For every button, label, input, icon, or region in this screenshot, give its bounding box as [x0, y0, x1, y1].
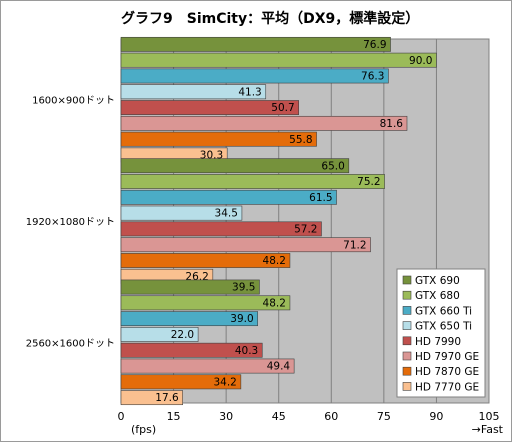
x-tick-label: 60	[324, 410, 338, 423]
bar-value-label: 57.2	[294, 224, 317, 236]
legend-entry: GTX 660 Ti	[415, 305, 472, 317]
x-axis-label: (fps)	[131, 423, 156, 436]
bar	[120, 253, 291, 268]
bar-value-label: 61.5	[309, 192, 332, 204]
legend-swatch	[402, 382, 412, 391]
bar	[120, 311, 258, 327]
x-tick-label: 0	[118, 410, 125, 423]
bar-value-label: 22.0	[171, 329, 194, 341]
bar-value-label: 39.5	[232, 282, 255, 294]
bar-value-label: 50.7	[271, 102, 294, 114]
bar	[120, 84, 267, 100]
bar	[120, 189, 337, 205]
bar	[120, 115, 408, 131]
bar	[120, 374, 242, 390]
bar-value-label: 48.2	[263, 297, 286, 309]
bar-value-label: 76.3	[361, 71, 384, 83]
legend-swatch	[402, 306, 412, 315]
legend-entry: HD 7990	[415, 336, 461, 348]
legend-swatch	[402, 336, 412, 346]
bar	[120, 279, 260, 295]
bar-value-label: 48.2	[263, 255, 286, 267]
legend-entry: HD 7870 GE	[415, 366, 479, 378]
bar	[120, 327, 199, 342]
bar-value-label: 76.9	[363, 39, 386, 51]
x-tick-label: 75	[377, 410, 391, 423]
chart-title: グラフ9 SimCity：平均（DX9，標準設定）	[121, 10, 419, 27]
legend-entry: HD 7970 GE	[415, 351, 479, 363]
bar-value-label: 81.6	[380, 118, 404, 130]
bar-value-label: 34.5	[215, 208, 238, 220]
bar	[120, 221, 322, 237]
bar	[120, 68, 389, 84]
bar-value-label: 40.3	[235, 345, 258, 357]
bar-value-label: 71.2	[343, 239, 366, 251]
bar-value-label: 65.0	[321, 160, 344, 172]
x-tick-label: 45	[272, 410, 286, 423]
bar-value-label: 49.4	[267, 361, 291, 373]
legend-swatch	[402, 275, 412, 285]
x-tick-label: 30	[219, 410, 233, 423]
legend-swatch	[402, 321, 412, 330]
category-label: 2560×1600ドット	[26, 338, 115, 349]
x-tick-label: 15	[167, 410, 181, 423]
bar-value-label: 17.6	[155, 392, 179, 404]
bar	[120, 52, 437, 68]
bar-value-label: 55.8	[289, 134, 312, 146]
bar-value-label: 75.2	[357, 176, 380, 188]
bar-value-label: 90.0	[409, 55, 432, 67]
legend-swatch	[402, 351, 412, 361]
legend-entry: GTX 690	[415, 275, 460, 287]
legend-swatch	[402, 290, 412, 300]
legend-entry: GTX 650 Ti	[415, 321, 472, 333]
bar-value-label: 41.3	[238, 86, 261, 98]
bar	[120, 131, 317, 147]
category-label: 1600×900ドット	[32, 96, 115, 107]
bar	[120, 36, 391, 52]
x-axis-direction-label: →Fast	[472, 423, 504, 436]
bar	[120, 237, 371, 253]
bar	[120, 342, 263, 358]
bar	[120, 295, 291, 311]
category-label: 1920×1080ドット	[26, 217, 115, 228]
bar	[120, 205, 243, 221]
bar-value-label: 39.0	[230, 313, 253, 325]
legend-entry: HD 7770 GE	[415, 381, 479, 393]
legend-entry: GTX 680	[415, 290, 460, 302]
bar	[120, 174, 385, 189]
x-tick-label: 105	[479, 410, 500, 423]
legend-box	[396, 268, 486, 398]
bar	[120, 390, 183, 406]
bar-value-label: 34.2	[213, 376, 236, 388]
bar	[120, 158, 350, 174]
legend-swatch	[402, 366, 412, 376]
x-tick-label: 90	[429, 410, 443, 423]
bar	[120, 358, 295, 374]
bar	[120, 100, 299, 115]
